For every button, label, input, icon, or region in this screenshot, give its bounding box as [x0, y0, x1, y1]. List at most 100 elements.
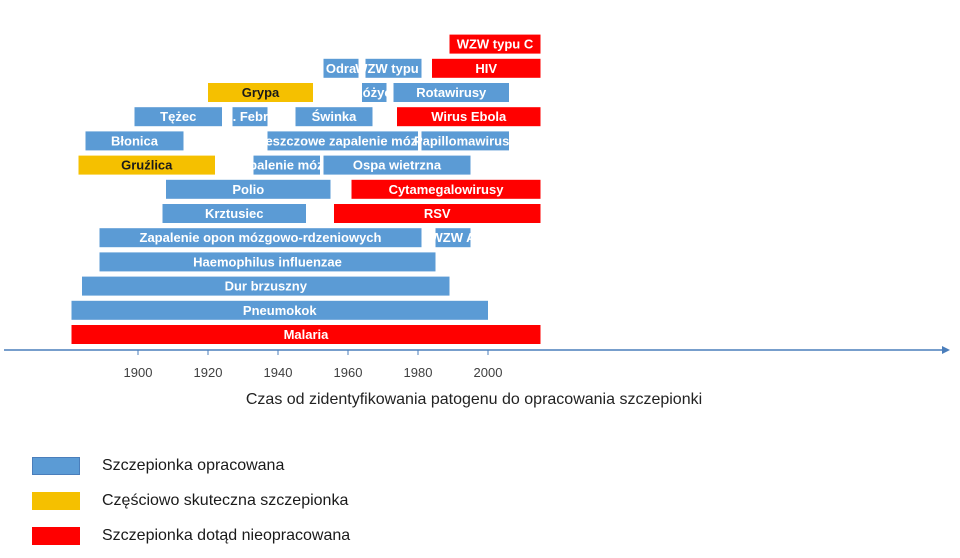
bar-22: Rotawirusy [393, 83, 509, 102]
bar-rect [397, 107, 541, 127]
bar-7: RSV [334, 204, 541, 223]
bar-6: Krztusiec [162, 204, 306, 223]
bar-16: Tężec [134, 107, 222, 127]
bar-label: Malaria [284, 327, 330, 342]
bar-label: Wirus Ebola [431, 109, 507, 124]
legend-item-none: Szczepionka dotąd nieopracowana [32, 518, 350, 553]
bar-1: Pneumokok [71, 300, 488, 320]
bar-label: Rotawirusy [416, 85, 487, 100]
legend-label-partial: Częściowo skuteczna szczepionka [102, 491, 349, 509]
bar-rect [71, 300, 488, 320]
bar-rect [71, 325, 541, 344]
bar-label: Polio [232, 182, 264, 197]
bar-3: Haemophilus influenzae [99, 252, 436, 272]
legend-swatch-none [32, 526, 80, 545]
bar-label: Błonica [111, 133, 159, 148]
bar-label: WZW typu B [355, 61, 432, 76]
bar-label: Pneumokok [243, 303, 317, 318]
bar-label: WZW typu C [457, 37, 534, 52]
bar-5: WZW A [431, 228, 477, 248]
bar-label: Haemophilus influenzae [193, 254, 342, 269]
bar-label: Cytamegalowirusy [389, 182, 505, 197]
bar-25: HIV [432, 58, 541, 78]
bar-rect [365, 58, 422, 78]
bar-label: Zapalenie mózgu [234, 158, 340, 173]
legend-item-partial: Częściowo skuteczna szczepionka [32, 483, 350, 518]
bar-rect [85, 131, 184, 151]
bar-label: HIV [475, 61, 497, 76]
bar-17: Ż. Febra [225, 107, 276, 127]
bar-rect [78, 155, 215, 175]
bar-rect [253, 155, 320, 175]
bar-9: Cytamegalowirusy [351, 179, 541, 199]
legend-swatch-developed [32, 456, 80, 475]
legend: Szczepionka opracowana Częściowo skutecz… [32, 448, 350, 553]
bar-label: WZW A [431, 230, 477, 245]
bar-rect [232, 107, 268, 127]
bar-14: Kleszczowe zapalenie mózgu [252, 131, 433, 151]
x-tick-label: 1980 [404, 365, 433, 380]
bar-rect [99, 228, 422, 248]
bar-rect [393, 83, 509, 102]
bar-rect [323, 58, 359, 78]
bar-label: Różyc. [353, 85, 395, 100]
bar-19: Wirus Ebola [397, 107, 541, 127]
bar-rect [351, 179, 541, 199]
bar-label: Ż. Febra [225, 109, 276, 124]
bar-label: Gruźlica [121, 158, 173, 173]
bar-rect [435, 228, 471, 248]
bar-10: Gruźlica [78, 155, 215, 175]
bar-rect [162, 204, 306, 223]
bar-15: Papillomawirusy [414, 131, 517, 151]
bar-rect [449, 34, 541, 54]
bar-rect [421, 131, 509, 151]
bar-rect [323, 155, 471, 175]
bar-rect [295, 107, 373, 127]
x-tick-label: 2000 [474, 365, 503, 380]
bar-26: WZW typu C [449, 34, 541, 54]
bar-rect [432, 58, 541, 78]
x-tick-label: 1900 [124, 365, 153, 380]
bar-11: Zapalenie mózgu [234, 155, 340, 175]
bar-20: Grypa [208, 83, 313, 102]
bar-8: Polio [166, 179, 331, 199]
bar-label: Świnka [312, 109, 358, 124]
bar-2: Dur brzuszny [82, 276, 450, 296]
bar-rect [208, 83, 313, 102]
x-axis-arrow [942, 346, 950, 354]
bar-0: Malaria [71, 325, 541, 344]
bar-rect [166, 179, 331, 199]
legend-label-none: Szczepionka dotąd nieopracowana [102, 526, 351, 544]
legend-item-developed: Szczepionka opracowana [32, 448, 350, 483]
bar-rect [99, 252, 436, 272]
bar-13: Błonica [85, 131, 184, 151]
bar-18: Świnka [295, 107, 373, 127]
bar-label: Odra [326, 61, 357, 76]
bar-label: Tężec [160, 109, 196, 124]
timeline-chart: Malaria Pneumokok Dur brzuszny Haemophilus … [4, 34, 950, 408]
bar-rect [82, 276, 450, 296]
bar-rect [362, 83, 387, 102]
bar-rect [267, 131, 418, 151]
bar-label: Dur brzuszny [225, 279, 308, 294]
bar-label: Kleszczowe zapalenie mózgu [252, 133, 433, 148]
legend-label-developed: Szczepionka opracowana [102, 456, 285, 474]
x-axis-title: Czas od zidentyfikowania patogenu do opr… [246, 391, 702, 408]
bar-label: Krztusiec [205, 206, 264, 221]
bar-label: Zapalenie opon mózgowo-rdzeniowych [140, 230, 382, 245]
bar-23: Odra [323, 58, 359, 78]
x-tick-label: 1960 [334, 365, 363, 380]
bar-label: RSV [424, 206, 451, 221]
legend-swatch-partial [32, 491, 80, 510]
bar-rect [334, 204, 541, 223]
x-tick-label: 1920 [194, 365, 223, 380]
bar-21: Różyc. [353, 83, 395, 102]
bar-label: Papillomawirusy [414, 133, 517, 148]
bar-4: Zapalenie opon mózgowo-rdzeniowych [99, 228, 422, 248]
bar-label: Ospa wietrzna [353, 158, 442, 173]
bar-12: Ospa wietrzna [323, 155, 471, 175]
bar-rect [134, 107, 222, 127]
bar-label: Grypa [242, 85, 280, 100]
bar-24: WZW typu B [355, 58, 432, 78]
x-tick-label: 1940 [264, 365, 293, 380]
